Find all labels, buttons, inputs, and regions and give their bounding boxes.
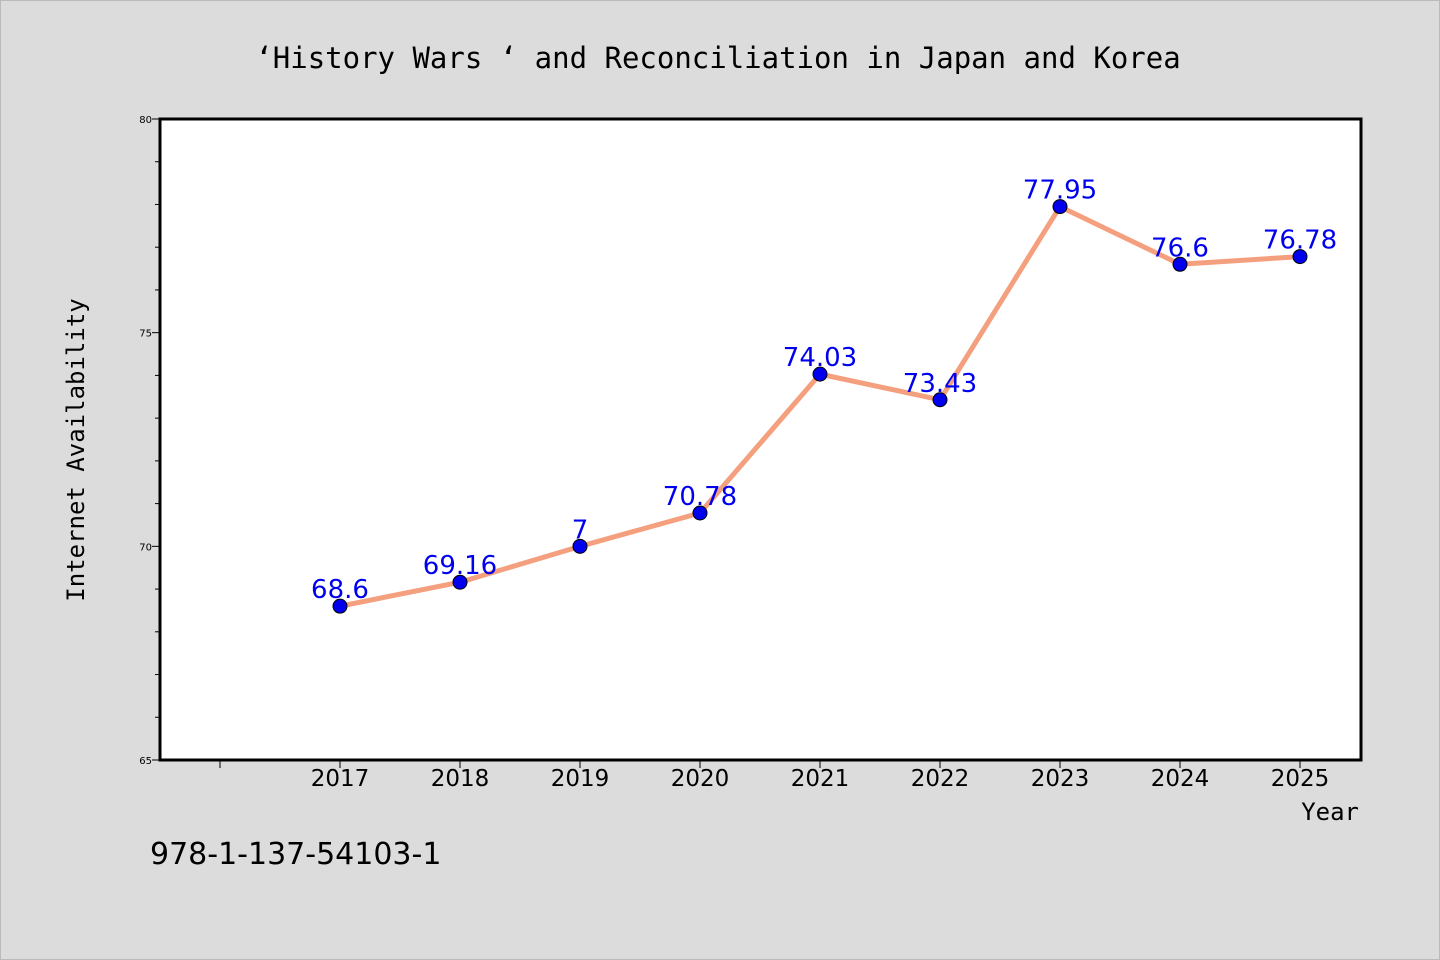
x-tick-label: 2019 — [551, 766, 610, 792]
data-label: 76.6 — [1151, 233, 1209, 263]
data-label: 76.78 — [1263, 226, 1337, 256]
x-tick-label: 2022 — [911, 766, 970, 792]
x-tick-label: 2021 — [791, 766, 850, 792]
y-tick-label: 70 — [139, 542, 152, 553]
data-label: 70.78 — [663, 482, 737, 512]
x-tick-label: 2020 — [671, 766, 730, 792]
data-point — [932, 392, 948, 408]
x-tick-label: 2018 — [431, 766, 490, 792]
data-point — [692, 505, 708, 521]
x-tick-label: 2023 — [1031, 766, 1090, 792]
data-label: 77.95 — [1023, 176, 1097, 206]
x-axis-ticks: 2017 2018 2019 2020 2021 2022 2023 2024 2025 — [219, 760, 1330, 792]
isbn-footer: 978-1-137-54103-1 — [150, 837, 441, 872]
data-point — [1052, 199, 1068, 215]
x-tick-label: 2017 — [311, 766, 370, 792]
data-markers — [332, 199, 1308, 614]
data-labels: 68.6 69.16 7 70.78 74.03 73.43 77.95 76.6 76.78 — [311, 176, 1337, 606]
data-point — [1172, 256, 1188, 272]
data-point — [332, 598, 348, 614]
x-tick-label: 2024 — [1151, 766, 1210, 792]
x-axis-label: Year — [1301, 798, 1359, 826]
data-point — [1292, 249, 1308, 265]
chart-title: ‘History Wars ‘ and Reconciliation in Ja… — [255, 41, 1180, 75]
y-tick-label: 75 — [139, 329, 152, 340]
data-label: 7 — [572, 515, 589, 545]
y-axis-label: Internet Availability — [62, 298, 90, 601]
y-tick-label: 80 — [139, 115, 152, 126]
x-tick-label: 2025 — [1271, 766, 1330, 792]
data-label: 68.6 — [311, 575, 369, 605]
data-label: 69.16 — [423, 551, 497, 581]
data-label: 74.03 — [783, 343, 857, 373]
data-point — [812, 366, 828, 382]
data-point — [572, 538, 588, 554]
data-point — [452, 574, 468, 590]
y-axis-ticks: 65 70 75 80 — [139, 115, 160, 767]
y-tick-label: 65 — [139, 756, 152, 767]
data-label: 73.43 — [903, 369, 977, 399]
